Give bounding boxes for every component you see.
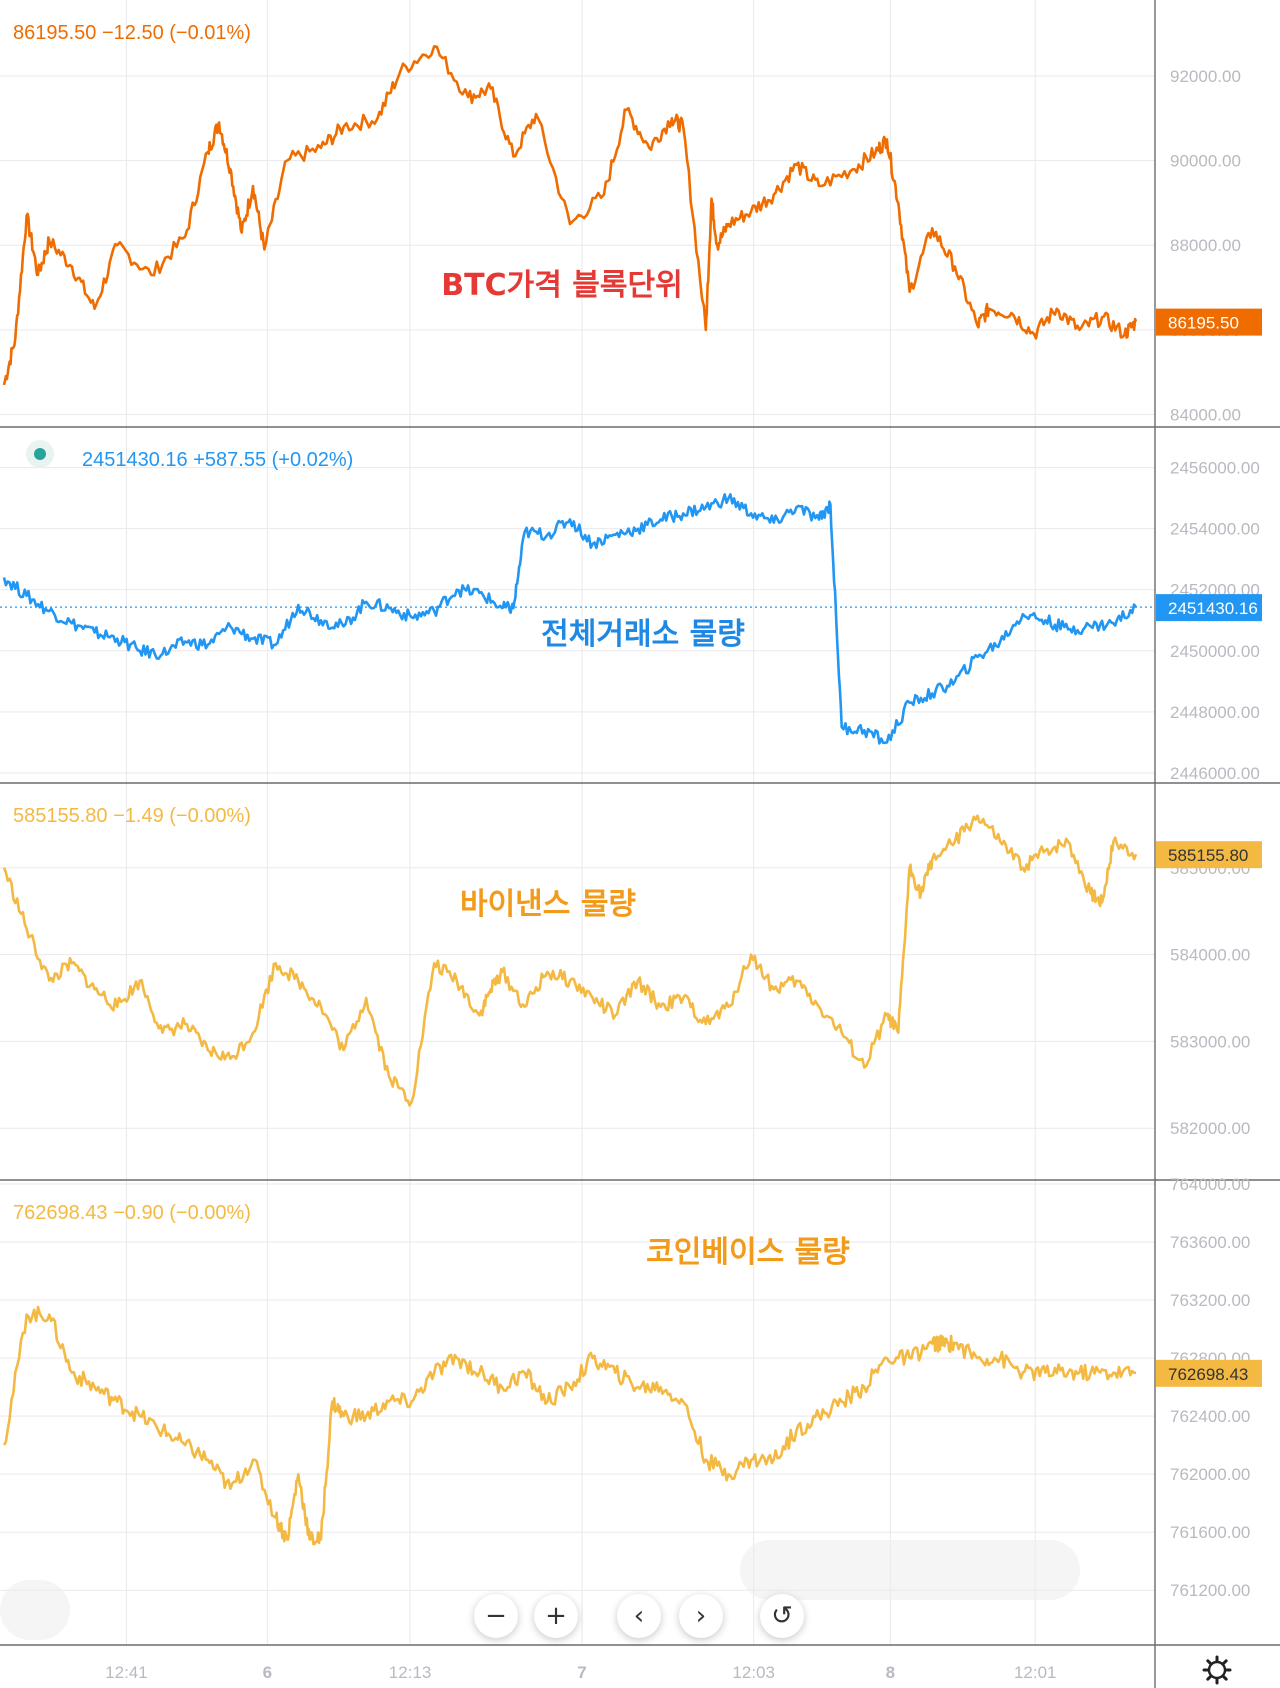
- blurred-area: [740, 1540, 1080, 1600]
- x-tick-label: 6: [263, 1663, 272, 1682]
- y-tick-label: 84000.00: [1170, 406, 1241, 425]
- scroll-right-button[interactable]: ›: [679, 1594, 723, 1638]
- y-tick-label: 763600.00: [1170, 1233, 1250, 1252]
- chevron-left-icon: ‹: [633, 1601, 645, 1631]
- last-value-label: 86195.50: [1168, 314, 1239, 333]
- y-tick-label: 2456000.00: [1170, 459, 1260, 478]
- last-value-badge: [1156, 308, 1262, 336]
- y-tick-label: 761600.00: [1170, 1523, 1250, 1542]
- y-tick-label: 2446000.00: [1170, 764, 1260, 783]
- minus-icon: −: [485, 1601, 507, 1631]
- gear-icon[interactable]: [1202, 1655, 1232, 1685]
- last-value-badge: [1156, 594, 1262, 622]
- last-value-label: 585155.80: [1168, 846, 1248, 865]
- last-value-label: 762698.43: [1168, 1365, 1248, 1384]
- x-tick-label: 8: [886, 1663, 895, 1682]
- y-tick-label: 90000.00: [1170, 152, 1241, 171]
- series-header[interactable]: 2451430.16 +587.55 (+0.02%): [82, 449, 353, 471]
- chart-title: 코인베이스 물량: [646, 1235, 850, 1270]
- series-line-coinbase: [2, 1305, 1137, 1546]
- reset-chart-button[interactable]: ↺: [760, 1594, 804, 1638]
- last-value-badge: [1156, 1359, 1262, 1387]
- chart-title: 전체거래소 물량: [541, 617, 745, 652]
- series-line-total: [2, 493, 1138, 745]
- y-tick-label: 2454000.00: [1170, 520, 1260, 539]
- y-tick-label: 763200.00: [1170, 1291, 1250, 1310]
- gear-ring: [1207, 1660, 1227, 1680]
- x-tick-label: 7: [577, 1663, 586, 1682]
- series-header[interactable]: 585155.80 −1.49 (−0.00%): [13, 805, 251, 827]
- y-tick-label: 2448000.00: [1170, 703, 1260, 722]
- y-tick-label: 762000.00: [1170, 1465, 1250, 1484]
- y-tick-label: 583000.00: [1170, 1032, 1250, 1051]
- y-tick-label: 761200.00: [1170, 1581, 1250, 1600]
- series-line-binance: [2, 814, 1138, 1107]
- series-line-btc: [2, 45, 1138, 386]
- y-tick-label: 762400.00: [1170, 1407, 1250, 1426]
- plus-icon: +: [545, 1601, 567, 1631]
- x-tick-label: 12:01: [1014, 1663, 1057, 1682]
- y-tick-label: 764000.00: [1170, 1175, 1250, 1194]
- series-dot-icon: [34, 448, 46, 460]
- scroll-left-button[interactable]: ‹: [617, 1594, 661, 1638]
- reset-icon: ↺: [771, 1601, 793, 1631]
- zoom-in-button[interactable]: +: [534, 1594, 578, 1638]
- last-value-label: 2451430.16: [1168, 599, 1258, 618]
- x-tick-label: 12:03: [732, 1663, 775, 1682]
- chart-title: BTC가격 블록단위: [441, 268, 682, 303]
- series-header[interactable]: 762698.43 −0.90 (−0.00%): [13, 1202, 251, 1224]
- series-header[interactable]: 86195.50 −12.50 (−0.01%): [13, 22, 251, 44]
- x-tick-label: 12:41: [105, 1663, 148, 1682]
- x-tick-label: 12:13: [389, 1663, 432, 1682]
- y-tick-label: 88000.00: [1170, 236, 1241, 255]
- y-tick-label: 584000.00: [1170, 946, 1250, 965]
- y-tick-label: 2450000.00: [1170, 642, 1260, 661]
- zoom-out-button[interactable]: −: [474, 1594, 518, 1638]
- last-value-badge: [1156, 841, 1262, 869]
- chart-title: 바이낸스 물량: [460, 887, 636, 922]
- y-tick-label: 92000.00: [1170, 67, 1241, 86]
- blurred-area: [0, 1580, 70, 1640]
- chevron-right-icon: ›: [695, 1601, 707, 1631]
- y-tick-label: 582000.00: [1170, 1119, 1250, 1138]
